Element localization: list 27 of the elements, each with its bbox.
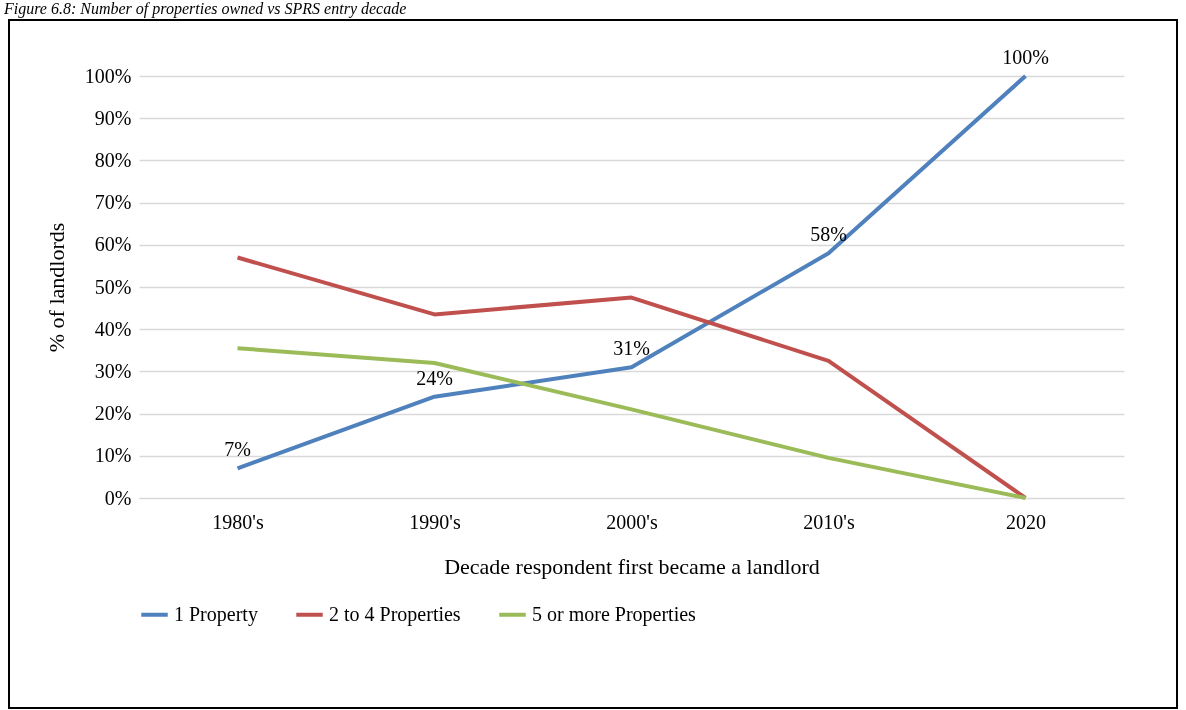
data-label: 100% (1002, 46, 1049, 68)
legend-label: 2 to 4 Properties (329, 602, 461, 626)
y-tick-label: 20% (94, 402, 132, 425)
x-tick-label: 2000's (606, 510, 658, 533)
data-label: 24% (416, 366, 453, 389)
x-tick-label: 2010's (803, 510, 855, 533)
legend-label: 1 Property (174, 602, 258, 626)
x-tick-label: 1990's (409, 510, 461, 533)
y-tick-label: 0% (104, 486, 132, 509)
y-tick-label: 40% (94, 317, 132, 340)
data-label: 31% (613, 337, 650, 360)
y-tick-label: 80% (94, 148, 132, 171)
y-tick-label: 90% (94, 106, 132, 129)
y-tick-label: 50% (94, 275, 132, 298)
data-label: 58% (810, 223, 847, 246)
y-tick-label: 60% (94, 233, 132, 256)
chart-title: Figure 6.8: Number of properties owned vs SPRS entry decade (3, 0, 408, 18)
y-tick-label: 100% (84, 64, 132, 87)
data-label: 7% (224, 438, 251, 461)
y-tick-label: 70% (94, 191, 132, 214)
y-axis-title: % of landlords (43, 222, 69, 353)
x-axis-title: Decade respondent first became a landlord (444, 553, 820, 579)
legend-label: 5 or more Properties (532, 602, 697, 626)
y-tick-label: 10% (94, 444, 132, 467)
x-tick-label: 1980's (212, 510, 264, 533)
y-tick-label: 30% (94, 359, 132, 382)
x-tick-label: 2020 (1006, 510, 1046, 533)
